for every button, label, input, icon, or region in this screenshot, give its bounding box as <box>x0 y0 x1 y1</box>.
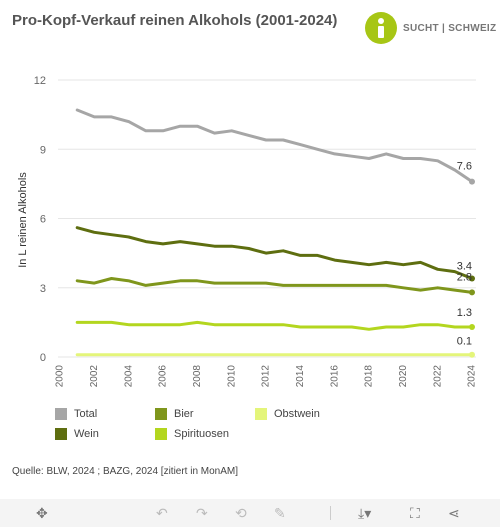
end-labels: 7.6 3.42.8 1.3 0.1 <box>457 161 472 348</box>
legend-item-bier[interactable]: Bier <box>155 408 194 420</box>
y-tick-label: 6 <box>40 214 46 226</box>
legend-swatch <box>55 428 67 440</box>
y-axis-label: In L reinen Alkohols <box>17 172 29 268</box>
legend-swatch <box>255 408 267 420</box>
end-point-obstwein[interactable] <box>469 351 475 358</box>
legend-item-wein[interactable]: Wein <box>55 428 99 440</box>
x-tick-label: 2012 <box>261 365 272 388</box>
download-icon[interactable]: ⤓▾ <box>358 505 372 521</box>
y-tick-label: 9 <box>40 144 46 156</box>
legend-label: Total <box>74 408 98 420</box>
redo-icon[interactable]: ↷ <box>196 505 208 521</box>
x-tick-label: 2018 <box>364 365 375 388</box>
end-point-total[interactable] <box>469 178 475 185</box>
end-label-spirituosen: 1.3 <box>457 307 472 319</box>
chart-title: Pro-Kopf-Verkauf reinen Alkohols (2001-2… <box>12 12 338 29</box>
end-label-total: 7.6 <box>457 161 472 173</box>
source-note: Quelle: BLW, 2024 ; BAZG, 2024 [zitiert … <box>12 466 239 477</box>
share-icon[interactable]: ⋖ <box>448 505 460 521</box>
pen-icon[interactable]: ✎ <box>274 505 286 521</box>
end-point-spirituosen[interactable] <box>469 323 475 330</box>
series-line-bier[interactable] <box>75 277 474 294</box>
legend-swatch <box>155 428 167 440</box>
series-lines <box>75 108 475 358</box>
end-label-obstwein: 0.1 <box>457 336 472 348</box>
series-line-total[interactable] <box>75 108 474 184</box>
y-tick-label: 0 <box>40 352 46 364</box>
x-tick-label: 2022 <box>432 365 443 388</box>
x-tick-label: 2014 <box>295 365 306 388</box>
y-tick-label: 3 <box>40 283 46 295</box>
legend-item-total[interactable]: Total <box>55 408 97 420</box>
undo-icon[interactable]: ↶ <box>156 505 168 521</box>
series-line-spirituosen[interactable] <box>75 320 474 331</box>
legend-label: Bier <box>174 408 194 420</box>
x-tick-label: 2004 <box>123 365 134 388</box>
x-tick-label: 2024 <box>467 365 478 388</box>
legend-swatch <box>155 408 167 420</box>
series-line-wein[interactable] <box>75 226 474 280</box>
legend-item-obstwein[interactable]: Obstwein <box>255 408 320 420</box>
chart-toolbar: ✥ ↶ ↷ ⟲ ✎ ⤓▾ ⛶ ⋖ <box>0 499 500 527</box>
x-tick-label: 2008 <box>192 365 203 388</box>
legend-label: Spirituosen <box>174 428 230 440</box>
end-label-bier: 2.8 <box>457 271 472 283</box>
x-tick-label: 2002 <box>89 365 100 388</box>
fullscreen-icon[interactable]: ⛶ <box>410 505 420 521</box>
toolbar-divider <box>330 506 331 520</box>
legend-item-spirituosen[interactable]: Spirituosen <box>155 428 229 440</box>
move-icon[interactable]: ✥ <box>36 505 48 521</box>
x-tick-label: 2010 <box>226 365 237 388</box>
logo-text: SUCHT | SCHWEIZ <box>403 22 497 34</box>
end-point-wein[interactable] <box>469 275 475 282</box>
y-tick-labels: 0 3 6 9 12 <box>34 75 46 364</box>
end-point-bier[interactable] <box>469 289 475 296</box>
grid-lines <box>58 79 476 358</box>
x-tick-labels: 2000 2002 2004 2006 2008 2010 2012 2014 2016 2018… <box>55 365 478 388</box>
x-tick-label: 2006 <box>158 365 169 388</box>
end-label-wein: 3.4 <box>457 261 472 273</box>
x-tick-label: 2000 <box>55 365 66 388</box>
sucht-schweiz-logo: SUCHT | SCHWEIZ <box>365 12 496 44</box>
logo-mark-icon <box>365 12 397 44</box>
legend-label: Wein <box>74 428 99 440</box>
y-tick-label: 12 <box>34 75 46 87</box>
legend-swatch <box>55 408 67 420</box>
x-tick-label: 2020 <box>398 365 409 388</box>
x-tick-label: 2016 <box>329 365 340 388</box>
legend-label: Obstwein <box>274 408 320 420</box>
reset-icon[interactable]: ⟲ <box>235 505 247 521</box>
